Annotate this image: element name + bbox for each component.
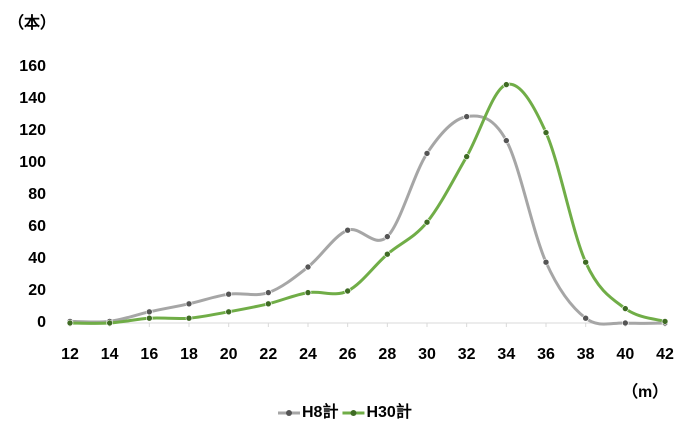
y-tick-label: 60: [28, 218, 46, 235]
y-tick-label: 0: [37, 314, 46, 331]
point: [304, 263, 312, 271]
point: [265, 300, 272, 308]
point: [582, 314, 589, 322]
series-line: [69, 82, 666, 325]
point: [265, 289, 272, 296]
point: [661, 318, 669, 325]
point: [344, 287, 351, 295]
x-tick-label: 20: [220, 346, 238, 363]
point: [463, 153, 470, 160]
legend-label: H8計: [302, 402, 338, 421]
point: [106, 319, 113, 327]
point: [304, 289, 312, 296]
x-tick-label: 26: [339, 346, 357, 363]
y-tick-label: 40: [28, 250, 46, 267]
x-tick-label: 36: [537, 346, 555, 363]
point: [185, 314, 193, 322]
point: [185, 300, 193, 308]
x-tick-label: 24: [299, 346, 317, 363]
x-tick-label: 30: [418, 346, 436, 363]
x-tick-label: 18: [180, 346, 198, 363]
x-axis-label: （m）: [622, 383, 668, 401]
x-tick-label: 40: [616, 346, 634, 363]
y-tick-label: 20: [28, 282, 46, 299]
point: [225, 290, 232, 298]
series-line: [69, 114, 666, 326]
y-tick-label: 120: [19, 122, 46, 139]
y-tick-label: 100: [19, 154, 46, 171]
point: [423, 218, 431, 226]
point: [146, 308, 153, 316]
y-axis-label: （本）: [8, 13, 56, 32]
point: [542, 258, 550, 266]
point: [423, 150, 431, 157]
point: [146, 314, 153, 322]
x-tick-label: 14: [101, 346, 119, 363]
point: [542, 129, 550, 136]
y-tick-label: 80: [28, 186, 46, 203]
x-tick-label: 34: [497, 346, 515, 363]
legend-marker: [350, 410, 357, 416]
x-tick-label: 38: [577, 346, 595, 363]
point: [503, 137, 510, 144]
legend-marker: [286, 410, 292, 416]
x-tick-label: 22: [259, 346, 277, 363]
point: [384, 233, 391, 240]
point: [622, 319, 629, 327]
y-tick-label: 140: [19, 90, 46, 107]
point: [225, 308, 232, 316]
point: [503, 81, 510, 88]
x-tick-label: 42: [656, 346, 674, 363]
x-tick-label: 12: [61, 346, 79, 363]
x-tick-label: 28: [378, 346, 396, 363]
point: [66, 319, 74, 327]
point: [344, 226, 351, 234]
point: [463, 113, 470, 120]
legend-label: H30計: [366, 402, 411, 421]
x-tick-label: 16: [140, 346, 158, 363]
point: [622, 305, 629, 312]
x-tick-label: 32: [458, 346, 476, 363]
point: [582, 258, 589, 266]
y-tick-label: 160: [19, 58, 46, 75]
point: [384, 250, 391, 258]
